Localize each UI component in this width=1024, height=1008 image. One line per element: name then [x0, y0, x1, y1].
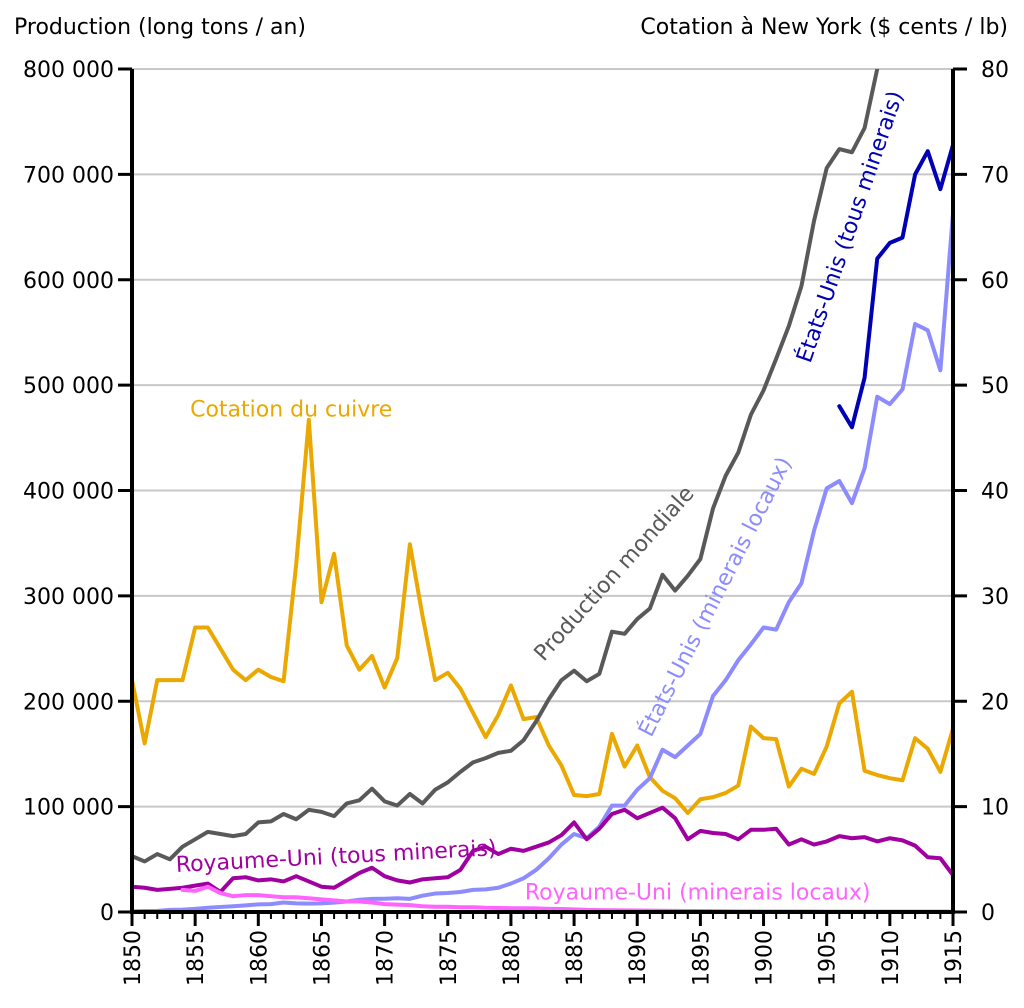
series-label: Royaume-Uni (tous minerais): [175, 836, 497, 878]
series-line: [132, 211, 955, 912]
x-tick-label: 1890: [626, 930, 651, 986]
left-tick-label: 100 000: [23, 796, 114, 821]
left-axis-title: Production (long tons / an): [14, 15, 306, 40]
series-line: [837, 142, 955, 430]
x-tick-label: 1870: [374, 930, 399, 986]
x-tick-label: 1885: [563, 930, 588, 986]
right-axis-title: Cotation à New York ($ cents / lb): [640, 15, 1008, 40]
tick-labels: 0 0 100 000 10 200 000 20 300 000 30 400 000 40 50…: [23, 58, 1009, 986]
gridlines: [132, 68, 953, 808]
right-tick-label: 20: [981, 690, 1009, 715]
left-tick-label: 0: [100, 901, 114, 926]
x-tick-label: 1900: [753, 930, 778, 986]
left-tick-label: 700 000: [23, 163, 114, 188]
series-line: [132, 805, 955, 894]
x-tick-label: 1860: [247, 930, 272, 986]
x-tick-label: 1850: [121, 930, 146, 986]
right-tick-label: 50: [981, 374, 1009, 399]
series-line: [132, 417, 955, 815]
right-tick-label: 80: [981, 58, 1009, 83]
left-tick-label: 500 000: [23, 374, 114, 399]
x-tick-label: 1905: [816, 930, 841, 986]
series-labels: Cotation du cuivre Production mondiale Éta…: [175, 88, 909, 906]
x-tick-label: 1880: [500, 930, 525, 986]
x-tick-label: 1865: [310, 930, 335, 986]
right-tick-label: 70: [981, 163, 1009, 188]
right-tick-label: 0: [981, 901, 995, 926]
x-tick-label: 1875: [437, 930, 462, 986]
x-tick-label: 1910: [879, 930, 904, 986]
series-label: Production mondiale: [530, 482, 700, 667]
left-tick-label: 200 000: [23, 690, 114, 715]
right-tick-label: 10: [981, 796, 1009, 821]
right-tick-label: 30: [981, 585, 1009, 610]
left-tick-label: 400 000: [23, 480, 114, 505]
x-tick-label: 1895: [689, 930, 714, 986]
left-tick-label: 800 000: [23, 58, 114, 83]
x-tick-label: 1915: [942, 930, 967, 986]
series-label: Cotation du cuivre: [190, 398, 392, 423]
x-tick-label: 1855: [184, 930, 209, 986]
right-tick-label: 60: [981, 269, 1009, 294]
axes: [118, 67, 967, 926]
right-tick-label: 40: [981, 480, 1009, 505]
left-tick-label: 600 000: [23, 269, 114, 294]
series-line: [132, 69, 880, 864]
left-tick-label: 300 000: [23, 585, 114, 610]
series-label: Royaume-Uni (minerais locaux): [525, 880, 871, 905]
series-label: États-Unis (tous minerais): [791, 88, 909, 366]
